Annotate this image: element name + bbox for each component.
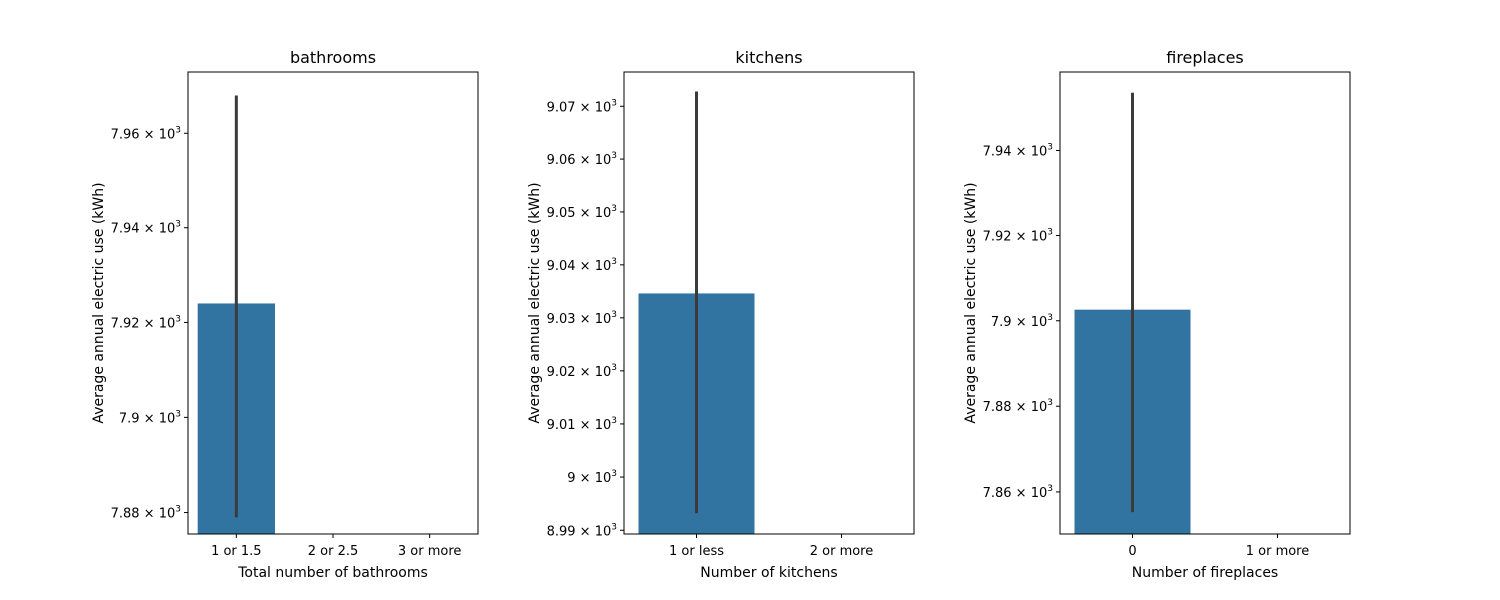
x-axis-label: Number of kitchens — [700, 565, 837, 581]
y-tick-label: 8.99 × 103 — [547, 522, 617, 539]
plot-frame — [187, 71, 479, 535]
y-tick-label: 9.07 × 103 — [547, 98, 617, 115]
x-axis-label: Number of fireplaces — [1132, 565, 1278, 581]
x-tick-label: 3 or more — [398, 544, 462, 559]
chart-marks: 0 1 or more 7.86 × 103 7.88 × 103 7.9 × 103 7… — [983, 92, 1310, 559]
y-tick-label: 7.86 × 103 — [983, 484, 1053, 501]
y-tick-label: 9.01 × 103 — [547, 416, 617, 433]
y-tick-label: 7.94 × 103 — [983, 142, 1053, 159]
y-tick-label: 7.88 × 103 — [983, 398, 1053, 415]
y-tick-label: 9.04 × 103 — [547, 257, 617, 274]
x-axis-label: Total number of bathrooms — [237, 565, 428, 581]
x-tick-label: 2 or more — [810, 544, 874, 559]
y-tick-label: 7.9 × 103 — [119, 409, 181, 426]
chart-title: fireplaces — [1166, 48, 1244, 67]
y-tick-label: 9.06 × 103 — [547, 151, 617, 168]
subplot-kitchens: 1 or less 2 or more 8.99 × 103 9 × 103 9.01 … — [527, 48, 915, 581]
chart-title: kitchens — [735, 48, 802, 67]
y-tick-label: 9.03 × 103 — [547, 310, 617, 327]
x-tick-label: 2 or 2.5 — [308, 544, 359, 559]
y-tick-label: 7.92 × 103 — [983, 228, 1053, 245]
plot-frame — [1059, 71, 1351, 535]
y-tick-label: 9.05 × 103 — [547, 204, 617, 221]
y-tick-label: 7.92 × 103 — [111, 314, 181, 331]
y-tick-label: 7.94 × 103 — [111, 220, 181, 237]
y-axis-label: Average annual electric use (kWh) — [91, 182, 107, 423]
y-tick-label: 7.88 × 103 — [111, 505, 181, 522]
x-tick-label: 0 — [1128, 544, 1136, 559]
y-axis-label: Average annual electric use (kWh) — [963, 182, 979, 423]
y-tick-label: 9 × 103 — [567, 469, 617, 486]
subplot-fireplaces: 0 1 or more 7.86 × 103 7.88 × 103 7.9 × 103 7… — [963, 48, 1351, 581]
y-axis-label: Average annual electric use (kWh) — [527, 182, 543, 423]
x-tick-label: 1 or more — [1246, 544, 1310, 559]
x-tick-label: 1 or less — [669, 544, 724, 559]
y-tick-label: 7.9 × 103 — [991, 313, 1053, 330]
subplot-bathrooms: 1 or 1.5 2 or 2.5 3 or more 7.88 × 103 7.9 ×… — [91, 48, 479, 581]
chart-title: bathrooms — [290, 48, 376, 67]
chart-marks: 1 or 1.5 2 or 2.5 3 or more 7.88 × 103 7.9 ×… — [111, 95, 462, 559]
chart-marks: 1 or less 2 or more 8.99 × 103 9 × 103 9.01 … — [547, 91, 874, 559]
y-tick-label: 7.96 × 103 — [111, 125, 181, 142]
y-tick-label: 9.02 × 103 — [547, 363, 617, 380]
plot-frame — [623, 71, 915, 535]
x-tick-label: 1 or 1.5 — [211, 544, 262, 559]
